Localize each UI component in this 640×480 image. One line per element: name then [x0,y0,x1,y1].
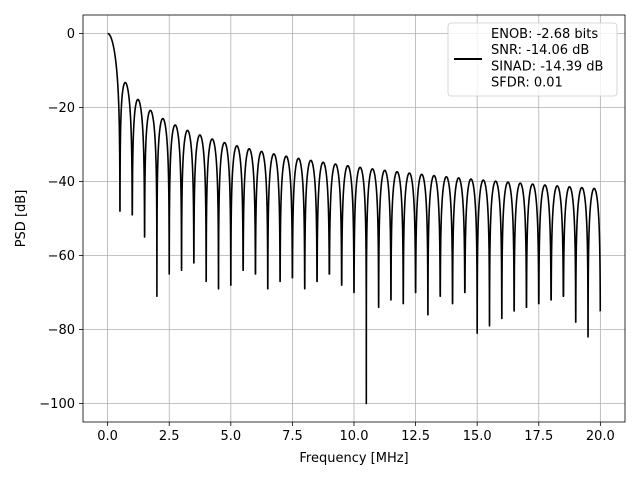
x-tick-label: 20.0 [586,429,615,444]
y-tick-label: −100 [39,397,75,412]
psd-line [106,32,602,405]
x-tick-label: 7.5 [282,429,303,444]
y-tick-label: 0 [67,27,75,42]
plot-series [106,32,602,405]
x-axis-label: Frequency [MHz] [299,451,408,466]
legend-entry-line: SFDR: 0.01 [491,76,563,91]
x-tick-label: 17.5 [524,429,553,444]
legend-box [447,22,618,97]
x-tick-label: 15.0 [463,429,492,444]
x-tick-label: 2.5 [159,429,180,444]
y-axis-label: PSD [dB] [14,190,29,248]
x-tick-label: 0.0 [97,429,118,444]
legend-entry-line: SINAD: -14.39 dB [491,59,603,74]
y-axis: 0 −20 −40 −60 −80 −100 [39,27,83,412]
legend-entry-line: SNR: -14.06 dB [491,43,589,58]
y-tick-label: −80 [48,323,75,338]
x-tick-label: 10.0 [340,429,369,444]
y-tick-label: −40 [48,175,75,190]
x-axis: 0.0 2.5 5.0 7.5 10.0 12.5 15.0 17.5 20.0 [97,422,615,444]
y-tick-label: −20 [48,101,75,116]
x-tick-label: 12.5 [401,429,430,444]
legend-entry-line: ENOB: -2.68 bits [491,27,598,42]
y-tick-label: −60 [48,249,75,264]
x-tick-label: 5.0 [220,429,241,444]
